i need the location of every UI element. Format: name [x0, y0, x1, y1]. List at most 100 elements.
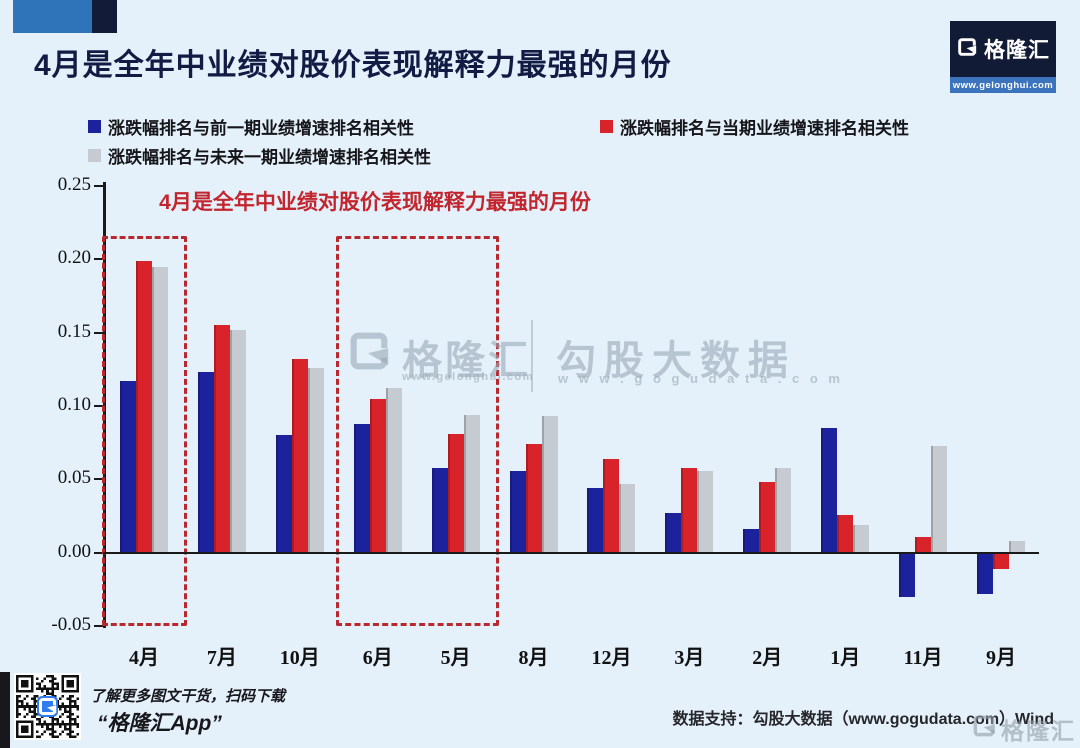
bar-9月-series1 — [977, 552, 994, 594]
bar-7月-series2 — [213, 325, 230, 553]
y-axis-tick-label: 0.20 — [57, 247, 91, 269]
brand-logo-box: 格隆汇 www.gelonghui.com — [950, 21, 1056, 93]
bar-8月-series1 — [509, 470, 526, 553]
bar-6月-series3 — [385, 388, 402, 553]
watermark-partner: 勾股大数据 — [556, 339, 796, 383]
watermark-partner-url: w w w . g o g u d a t a . c o m — [558, 371, 844, 386]
y-axis-tick-label: 0.10 — [57, 394, 91, 415]
bar-8月-series3 — [541, 416, 558, 553]
bar-3月-series2 — [681, 467, 698, 553]
bar-5月-series3 — [463, 414, 480, 553]
y-axis-tick — [94, 478, 103, 481]
bar-5月-series2 — [447, 433, 464, 553]
highlight-box-1 — [102, 236, 187, 626]
bar-4月-series3 — [151, 266, 168, 553]
bar-6月-series1 — [353, 423, 370, 553]
bar-2月-series3 — [775, 467, 792, 553]
x-axis-label: 3月 — [674, 647, 705, 669]
bar-10月-series1 — [275, 435, 292, 553]
bar-2月-series2 — [759, 482, 776, 553]
bar-11月-series1 — [899, 552, 916, 597]
bar-7月-series1 — [197, 372, 214, 553]
x-axis-label: 6月 — [362, 647, 393, 669]
x-axis-label: 12月 — [591, 647, 632, 669]
header-accent-blue — [13, 0, 92, 33]
bar-9月-series3 — [1009, 540, 1026, 553]
brand-logo-panel: 格隆汇 — [950, 21, 1056, 77]
bar-10月-series2 — [291, 359, 308, 553]
bar-12月-series1 — [587, 488, 604, 553]
y-axis-tick — [94, 258, 103, 261]
y-axis-tick-label: 0.00 — [57, 540, 91, 562]
bar-12月-series3 — [619, 483, 636, 553]
watermark-divider — [531, 320, 533, 392]
gelonghui-g-icon — [956, 36, 978, 63]
y-axis-tick-label: 0.25 — [57, 174, 91, 195]
header-accent-navy — [92, 0, 117, 33]
bar-7月-series3 — [229, 329, 246, 553]
data-support-credit: 数据支持：勾股大数据（www.gogudata.com）Wind — [672, 711, 1054, 728]
x-axis-label: 1月 — [830, 647, 861, 669]
bar-6月-series2 — [369, 398, 386, 553]
bar-1月-series3 — [853, 524, 870, 553]
y-axis-tick-label: 0.05 — [57, 467, 91, 489]
y-axis-tick — [94, 551, 103, 554]
x-axis-label: 5月 — [440, 647, 471, 669]
x-axis-label: 7月 — [206, 647, 237, 669]
highlight-box-2 — [335, 236, 499, 626]
bar-5月-series1 — [431, 467, 448, 553]
bar-4月-series2 — [135, 260, 152, 553]
bar-1月-series2 — [837, 514, 854, 553]
x-axis-label: 4月 — [128, 647, 159, 669]
qr-code-icon — [14, 673, 81, 740]
legend-item-prev-period: 涨跌幅排名与前一期业绩增速排名相关性 — [88, 114, 414, 139]
gelonghui-g-corner-icon — [971, 713, 997, 745]
bar-2月-series1 — [743, 529, 760, 553]
qr-center-gelonghui-icon — [37, 696, 58, 717]
legend-item-current-period: 涨跌幅排名与当期业绩增速排名相关性 — [600, 114, 909, 139]
bar-4月-series1 — [119, 381, 136, 553]
legend-swatch-gray — [88, 149, 101, 162]
legend-label: 涨跌幅排名与未来一期业绩增速排名相关性 — [108, 148, 431, 167]
y-axis-tick-label: -0.05 — [51, 614, 91, 635]
bar-3月-series3 — [697, 470, 714, 553]
brand-name: 格隆汇 — [984, 39, 1050, 62]
legend-item-next-period: 涨跌幅排名与未来一期业绩增速排名相关性 — [88, 143, 431, 168]
bar-3月-series1 — [665, 513, 682, 553]
y-axis-tick-label: 0.15 — [57, 320, 91, 342]
legend-label: 涨跌幅排名与前一期业绩增速排名相关性 — [108, 119, 414, 138]
gelonghui-g-watermark-icon — [346, 328, 392, 379]
x-axis-label: 10月 — [279, 647, 320, 669]
corner-brand-text: 格隆汇 — [1001, 718, 1076, 744]
y-axis-tick — [94, 185, 103, 187]
corner-brand-watermark: 格隆汇 — [971, 712, 1076, 746]
bar-chart-plot-area: 4月是全年中业绩对股价表现解释力最强的月份 0.25 0.20 0.15 0.10 0.… — [51, 174, 1040, 669]
qr-caption: 了解更多图文干货，扫码下载 — [90, 688, 286, 705]
footer-accent-strip — [0, 672, 10, 748]
legend-label: 涨跌幅排名与当期业绩增速排名相关性 — [620, 119, 909, 138]
legend-swatch-red — [600, 120, 613, 133]
bar-8月-series2 — [525, 444, 542, 553]
brand-url: www.gelonghui.com — [950, 77, 1056, 93]
bar-9月-series2 — [993, 552, 1010, 569]
watermark-brand-url: www.gelonghui.com — [402, 371, 535, 383]
page-title: 4月是全年中业绩对股价表现解释力最强的月份 — [34, 49, 672, 82]
x-axis-label: 2月 — [752, 647, 783, 669]
y-axis-tick — [94, 405, 103, 407]
x-axis-label: 9月 — [986, 647, 1017, 669]
x-axis-label: 8月 — [518, 647, 549, 669]
bar-10月-series3 — [307, 367, 324, 553]
x-axis-zero-line — [103, 551, 1039, 555]
bar-12月-series2 — [603, 458, 620, 553]
y-axis-tick — [94, 625, 103, 627]
qr-caption-app: “格隆汇App” — [97, 712, 222, 735]
chart-annotation-title: 4月是全年中业绩对股价表现解释力最强的月份 — [159, 191, 591, 214]
bar-11月-series2 — [915, 536, 932, 553]
bar-11月-series3 — [931, 445, 948, 553]
y-axis-tick — [94, 331, 103, 334]
x-axis-label: 11月 — [903, 647, 943, 669]
watermark-brand: 格隆汇 — [402, 339, 531, 383]
bar-1月-series1 — [821, 428, 838, 553]
legend-swatch-blue — [88, 120, 101, 133]
